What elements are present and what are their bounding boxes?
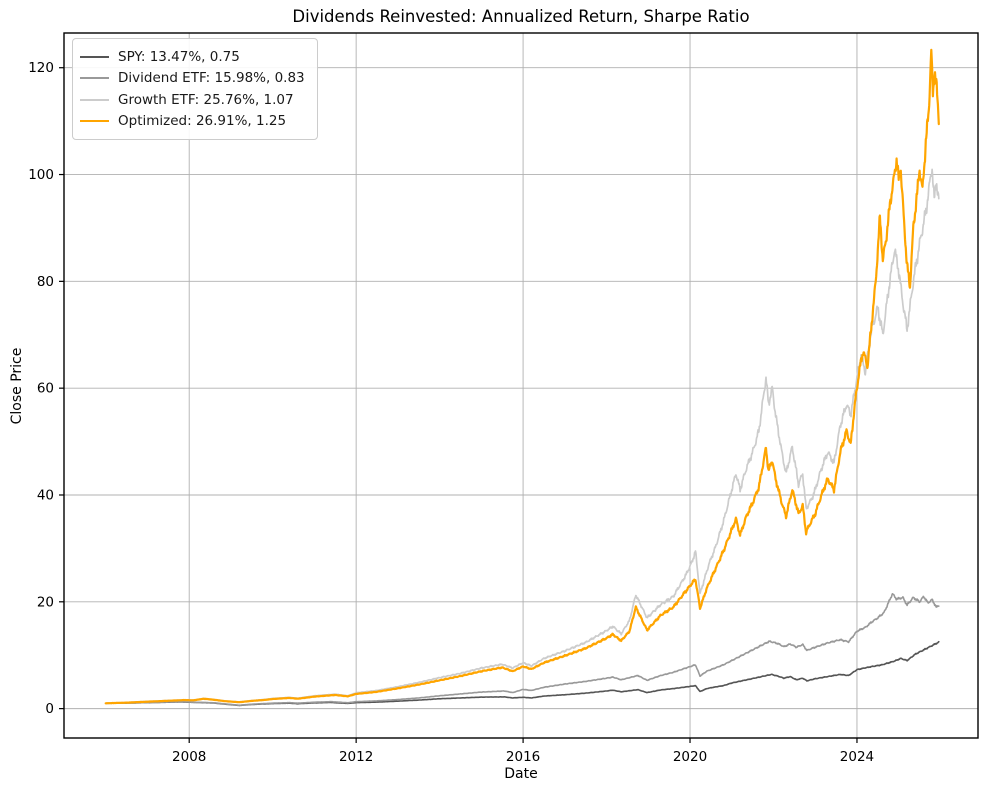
y-tick-label: 20 [37, 594, 54, 610]
x-tick-label: 2012 [339, 749, 373, 765]
y-tick-label: 120 [28, 60, 54, 76]
chart-title: Dividends Reinvested: Annualized Return,… [292, 7, 750, 26]
legend: SPY: 13.47%, 0.75 Dividend ETF: 15.98%, … [72, 38, 318, 140]
series-line-growth-etf [104, 168, 940, 705]
x-tick-label: 2016 [506, 749, 540, 765]
legend-label-spy: SPY: 13.47%, 0.75 [118, 48, 240, 65]
legend-item-spy: SPY: 13.47%, 0.75 [80, 46, 305, 68]
series-line-optimized [104, 48, 940, 705]
legend-label-growth-etf: Growth ETF: 25.76%, 1.07 [118, 91, 294, 108]
y-tick-label: 0 [45, 701, 54, 717]
legend-line-swatch-spy [80, 55, 109, 58]
x-tick-label: 2008 [172, 749, 206, 765]
x-tick-label: 2024 [840, 749, 874, 765]
legend-item-growth-etf: Growth ETF: 25.76%, 1.07 [80, 89, 305, 111]
legend-item-dividend-etf: Dividend ETF: 15.98%, 0.83 [80, 68, 305, 90]
legend-label-optimized: Optimized: 26.91%, 1.25 [118, 113, 287, 130]
data-series [104, 48, 940, 707]
x-tick-label: 2020 [673, 749, 707, 765]
x-axis-label: Date [504, 766, 538, 782]
axis-ticks: 2008 2012 2016 2020 2024 0 20 40 60 80 100 120 [28, 60, 874, 765]
legend-item-optimized: Optimized: 26.91%, 1.25 [80, 111, 305, 133]
legend-line-swatch-growth-etf [80, 98, 109, 101]
series-line-spy [104, 640, 940, 707]
y-tick-label: 80 [37, 274, 54, 290]
y-tick-label: 40 [37, 487, 54, 503]
plot-frame [63, 32, 979, 739]
legend-line-swatch-optimized [80, 120, 109, 123]
series-line-dividend-etf [104, 592, 940, 707]
y-axis-label: Close Price [9, 347, 25, 425]
legend-line-swatch-dividend-etf [80, 77, 109, 80]
legend-label-dividend-etf: Dividend ETF: 15.98%, 0.83 [118, 70, 305, 87]
y-tick-label: 60 [37, 381, 54, 397]
y-tick-label: 100 [28, 167, 54, 183]
